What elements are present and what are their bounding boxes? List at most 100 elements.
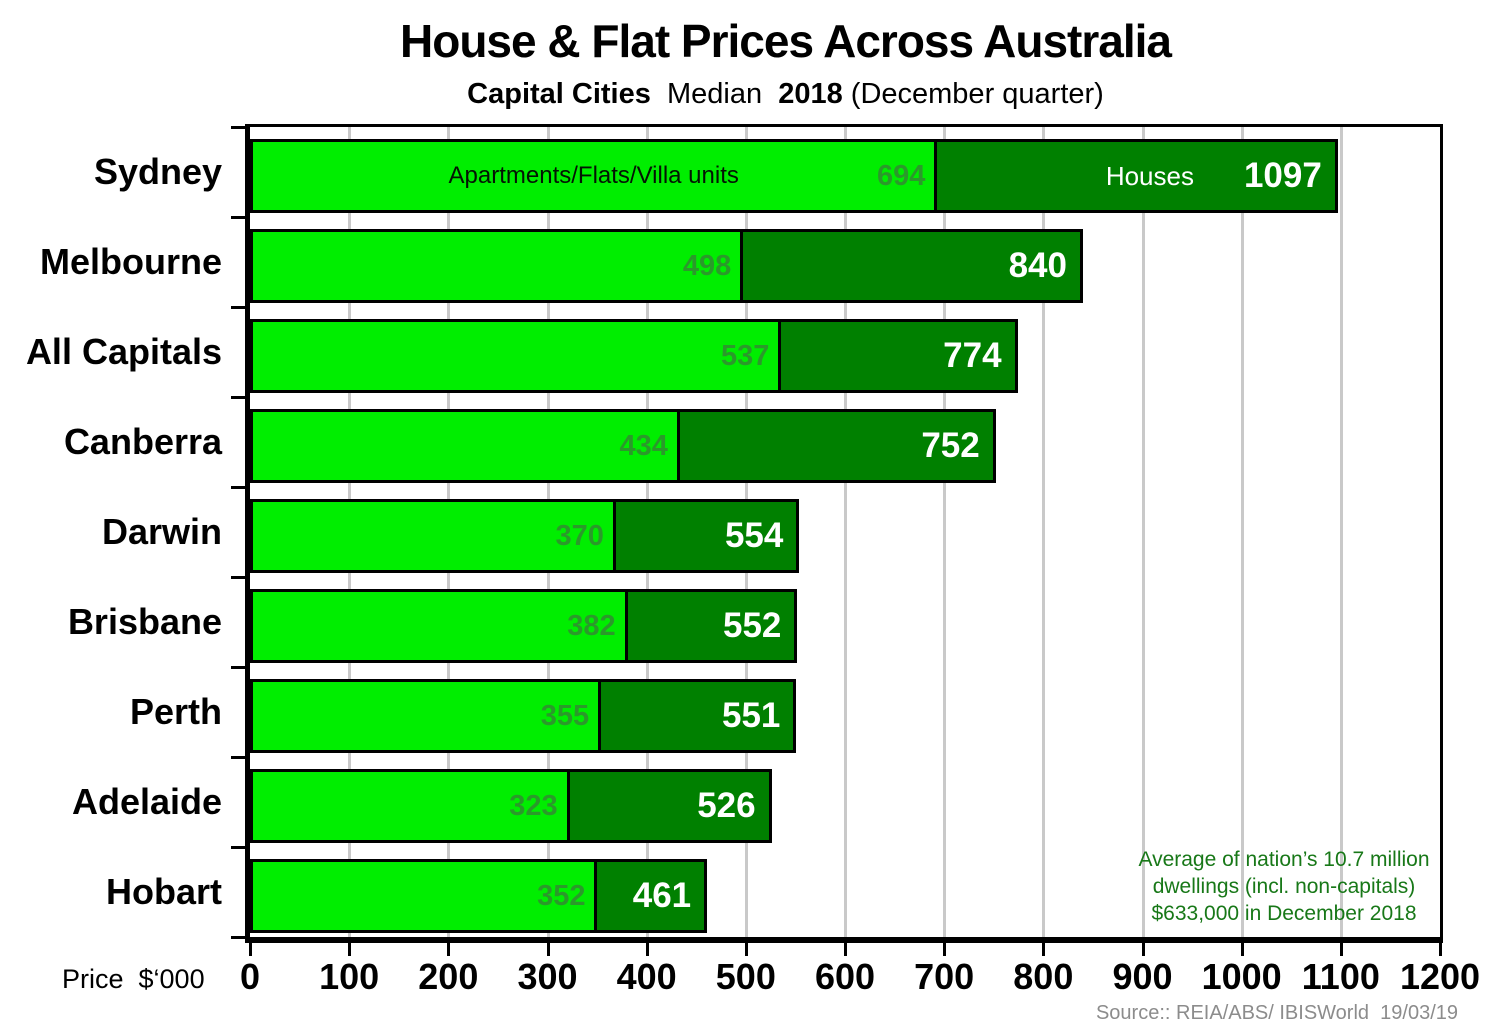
x-axis-tick-100 (348, 941, 352, 956)
y-axis-tick-9 (231, 936, 245, 939)
x-axis-tick-0 (249, 941, 252, 956)
value-label-apartments-melbourne: 498 (682, 249, 732, 282)
bar-segment-apartments-hobart: 352 (253, 862, 598, 930)
x-axis-tick-600 (844, 941, 847, 956)
x-axis-label-1200: 1200 (1399, 956, 1481, 997)
y-axis-tick-0 (231, 126, 245, 129)
bar-row-perth: 355 551 (250, 679, 797, 753)
y-axis-tick-8 (231, 846, 245, 849)
bar-row-brisbane: 382 552 (250, 589, 798, 663)
category-label-sydney: Sydney (93, 151, 222, 192)
annotation-line-1: Average of nation’s 10.7 million (1138, 848, 1430, 871)
bar-segment-apartments-canberra: 434 (253, 412, 680, 480)
bar-segment-houses-perth: 551 (601, 682, 793, 750)
gridline-x-1000 (1240, 127, 1244, 937)
chart-subtitle: Capital Cities Median 2018 (December qua… (75, 78, 1496, 111)
value-label-apartments-sydney: 694 (877, 159, 926, 192)
y-axis-tick-6 (231, 666, 245, 669)
bar-segment-apartments-brisbane: 382 (253, 592, 628, 660)
bar-segment-houses-melbourne: 840 (743, 232, 1080, 300)
category-label-darwin: Darwin (101, 511, 222, 552)
x-axis-tick-700 (943, 941, 947, 956)
source-credit: Source:: REIA/ABS/ IBISWorld 19/03/19 (1095, 1002, 1458, 1024)
bar-segment-houses-adelaide: 526 (570, 772, 769, 840)
x-axis-label-1100: 1100 (1301, 956, 1380, 997)
bar-row-hobart: 352 461 (250, 859, 708, 933)
x-axis-tick-900 (1141, 941, 1145, 956)
y-axis-tick-3 (231, 396, 245, 399)
category-label-adelaide: Adelaide (71, 781, 222, 822)
bar-segment-apartments-adelaide: 323 (253, 772, 570, 840)
value-label-apartments-hobart: 352 (537, 879, 586, 912)
subtitle-year: 2018 (778, 78, 843, 110)
x-axis-tick-1100 (1339, 941, 1343, 956)
bar-row-all-capitals: 537 774 (250, 319, 1018, 393)
x-axis-tick-1200 (1439, 941, 1442, 956)
series-label-apartments: Apartments/Flats/Villa units (448, 162, 739, 189)
y-axis-tick-5 (231, 576, 245, 579)
bar-segment-apartments-perth: 355 (253, 682, 602, 750)
bar-row-canberra: 434 752 (250, 409, 996, 483)
value-label-apartments-adelaide: 323 (509, 789, 558, 822)
x-axis-label-800: 800 (1013, 956, 1074, 997)
annotation-line-3: $633,000 in December 2018 (1151, 902, 1417, 925)
bar-segment-houses-brisbane: 552 (628, 592, 795, 660)
value-label-houses-darwin: 554 (724, 516, 784, 555)
bar-segment-apartments-all-capitals: 537 (253, 322, 782, 390)
x-axis-label-500: 500 (715, 956, 776, 997)
bar-row-darwin: 370 554 (250, 499, 800, 573)
x-axis-label-900: 900 (1112, 956, 1173, 997)
bar-segment-houses-sydney: Houses 1097 (937, 142, 1334, 210)
value-label-houses-brisbane: 552 (722, 606, 782, 645)
page-title: House & Flat Prices Across Australia (400, 15, 1172, 67)
bar-segment-houses-canberra: 752 (680, 412, 993, 480)
bar-row-sydney: Apartments/Flats/Villa units 694 Houses 109… (250, 139, 1338, 213)
subtitle-capital-cities: Capital Cities (467, 78, 651, 110)
bar-row-melbourne: 498 840 (250, 229, 1083, 303)
x-axis-tick-800 (1042, 941, 1046, 956)
x-axis-label-100: 100 (319, 956, 380, 997)
bar-row-adelaide: 323 526 (250, 769, 772, 843)
value-label-houses-melbourne: 840 (1008, 246, 1067, 285)
y-axis-tick-7 (231, 756, 245, 759)
value-label-apartments-brisbane: 382 (567, 609, 616, 642)
bar-segment-houses-all-capitals: 774 (781, 322, 1014, 390)
x-axis-tick-1000 (1240, 941, 1244, 956)
bar-segment-apartments-melbourne: 498 (253, 232, 744, 300)
x-axis-label-200: 200 (418, 956, 479, 997)
annotation-average-dwellings: Average of nation’s 10.7 million dwellin… (1128, 846, 1440, 927)
category-label-brisbane: Brisbane (67, 601, 222, 642)
series-label-houses: Houses (1105, 160, 1194, 191)
value-label-apartments-all-capitals: 537 (720, 339, 770, 372)
value-label-apartments-darwin: 370 (555, 519, 604, 552)
x-axis-label-400: 400 (616, 956, 677, 997)
value-label-houses-canberra: 752 (921, 426, 980, 465)
y-axis-tick-1 (231, 216, 245, 219)
x-axis-label-1000: 1000 (1201, 956, 1282, 997)
y-axis-tick-4 (231, 486, 245, 489)
x-axis-tick-300 (546, 941, 550, 956)
bar-segment-houses-hobart: 461 (597, 862, 704, 930)
category-label-melbourne: Melbourne (39, 241, 222, 282)
x-axis-unit-label: Price $‘000 (62, 964, 205, 994)
category-label-all-capitals: All Capitals (25, 331, 222, 372)
gridline-x-600 (844, 127, 847, 937)
value-label-houses-sydney: 1097 (1243, 156, 1322, 195)
category-label-hobart: Hobart (106, 871, 222, 912)
plot-area: Apartments/Flats/Villa units 694 Houses 109… (245, 124, 1443, 943)
value-label-houses-hobart: 461 (632, 876, 692, 915)
subtitle-median: Median (650, 78, 779, 110)
annotation-line-2: dwellings (incl. non-capitals) (1152, 875, 1416, 898)
value-label-apartments-canberra: 434 (619, 429, 668, 462)
bar-segment-houses-darwin: 554 (616, 502, 796, 570)
x-axis-label-700: 700 (914, 956, 975, 997)
value-label-houses-all-capitals: 774 (943, 336, 1002, 375)
x-axis-label-0: 0 (239, 956, 261, 997)
gridline-x-900 (1141, 127, 1145, 937)
x-axis-tick-200 (447, 941, 451, 956)
bar-segment-apartments-darwin: 370 (253, 502, 616, 570)
gridline-x-800 (1042, 127, 1046, 937)
value-label-houses-adelaide: 526 (697, 786, 756, 825)
value-label-apartments-perth: 355 (540, 699, 590, 732)
